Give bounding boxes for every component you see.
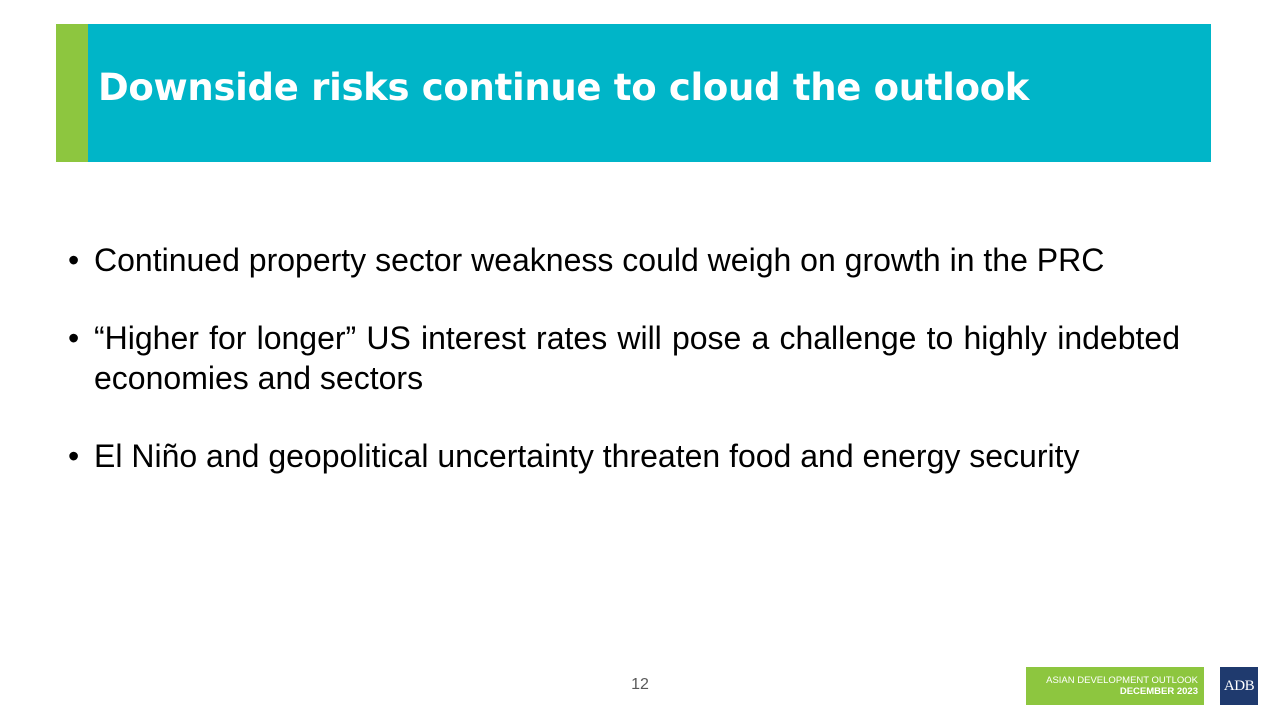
bullet-list: • Continued property sector weakness cou… <box>68 240 1180 514</box>
bullet-item: • “Higher for longer” US interest rates … <box>68 318 1180 398</box>
adb-logo: ADB <box>1220 667 1258 705</box>
bullet-icon: • <box>68 242 80 278</box>
publication-date: DECEMBER 2023 <box>1119 686 1198 697</box>
bullet-text: El Niño and geopolitical uncertainty thr… <box>94 438 1080 474</box>
bullet-item: • Continued property sector weakness cou… <box>68 240 1180 280</box>
bullet-icon: • <box>68 438 80 474</box>
title-accent-bar <box>56 24 88 162</box>
publication-badge: ASIAN DEVELOPMENT OUTLOOK DECEMBER 2023 <box>1026 667 1204 705</box>
page-number: 12 <box>631 676 649 693</box>
bullet-text: “Higher for longer” US interest rates wi… <box>94 320 1180 396</box>
publication-name: ASIAN DEVELOPMENT OUTLOOK <box>1046 675 1198 686</box>
slide-title: Downside risks continue to cloud the out… <box>98 66 1030 109</box>
title-banner: Downside risks continue to cloud the out… <box>56 24 1211 162</box>
bullet-text: Continued property sector weakness could… <box>94 242 1105 278</box>
bullet-icon: • <box>68 320 80 356</box>
bullet-item: • El Niño and geopolitical uncertainty t… <box>68 436 1180 476</box>
